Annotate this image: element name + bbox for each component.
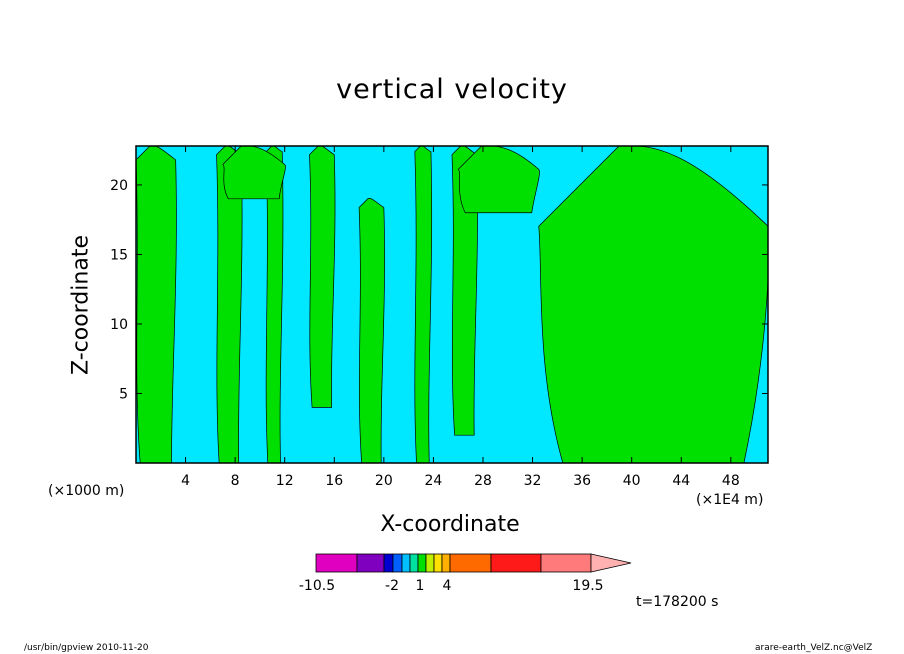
positive-region-2 [265, 146, 284, 463]
colorbar-segment [401, 553, 411, 573]
colorbar-segment [417, 553, 427, 573]
y-tick-label: 10 [110, 317, 128, 333]
x-tick-label: 24 [424, 473, 442, 489]
x-tick-label: 36 [573, 473, 591, 489]
x-tick-label: 12 [276, 473, 294, 489]
positive-region-4 [358, 198, 385, 463]
colorbar-arrow [590, 553, 632, 573]
x-tick-label: 44 [672, 473, 690, 489]
colorbar-segment [540, 553, 592, 573]
x-scale-label: (×1E4 m) [696, 492, 764, 508]
x-tick-label: 16 [325, 473, 343, 489]
colorbar-label: 1 [416, 578, 425, 594]
colorbar-label: 4 [443, 578, 452, 594]
colorbar-label: -10.5 [299, 578, 335, 594]
x-tick-label: 8 [231, 473, 240, 489]
y-axis: 5 10 15 20 [110, 178, 768, 402]
positive-region-0 [136, 146, 177, 463]
positive-region-3 [309, 146, 336, 408]
colorbar-segment [490, 553, 542, 573]
y-axis-label: Z-coordinate [68, 235, 94, 375]
x-tick-label: 28 [474, 473, 492, 489]
y-tick-label: 5 [119, 386, 128, 402]
colorbar-segment [433, 553, 443, 573]
y-tick-label: 15 [110, 247, 128, 263]
colorbar-label: -2 [385, 578, 399, 594]
colorbar-segment [392, 553, 403, 573]
colorbar-segment [409, 553, 419, 573]
chart-title: vertical velocity [336, 74, 568, 105]
x-tick-label: 4 [181, 473, 190, 489]
colorbar-segment [356, 553, 385, 573]
x-tick-label: 32 [524, 473, 542, 489]
colorbar-label: 19.5 [572, 578, 603, 594]
footer-right: arare-earth_VelZ.nc@VelZ [755, 643, 873, 653]
x-axis-label: X-coordinate [380, 512, 520, 537]
x-tick-label: 48 [722, 473, 740, 489]
positive-region-9 [457, 146, 540, 214]
x-tick-label: 40 [623, 473, 641, 489]
x-tick-label: 20 [375, 473, 393, 489]
positive-region-8 [222, 146, 286, 200]
colorbar: -10.5 -2 1 4 19.5 [299, 553, 632, 594]
plot-frame [135, 145, 769, 464]
positive-region-5 [414, 146, 433, 463]
x-unit-label: (×1000 m) [48, 483, 125, 499]
x-axis: 4 8 12 16 20 24 28 32 36 40 44 48 [181, 146, 740, 489]
colorbar-segment [441, 553, 451, 573]
velocity-field [136, 146, 768, 463]
colorbar-segment [315, 553, 358, 573]
footer-left: /usr/bin/gpview 2010-11-20 [24, 643, 149, 653]
colorbar-segment [383, 553, 394, 573]
colorbar-segment [425, 553, 435, 573]
positive-region-7 [538, 146, 768, 463]
y-tick-label: 20 [110, 178, 128, 194]
colorbar-segment [449, 553, 492, 573]
time-label: t=178200 s [636, 594, 719, 610]
